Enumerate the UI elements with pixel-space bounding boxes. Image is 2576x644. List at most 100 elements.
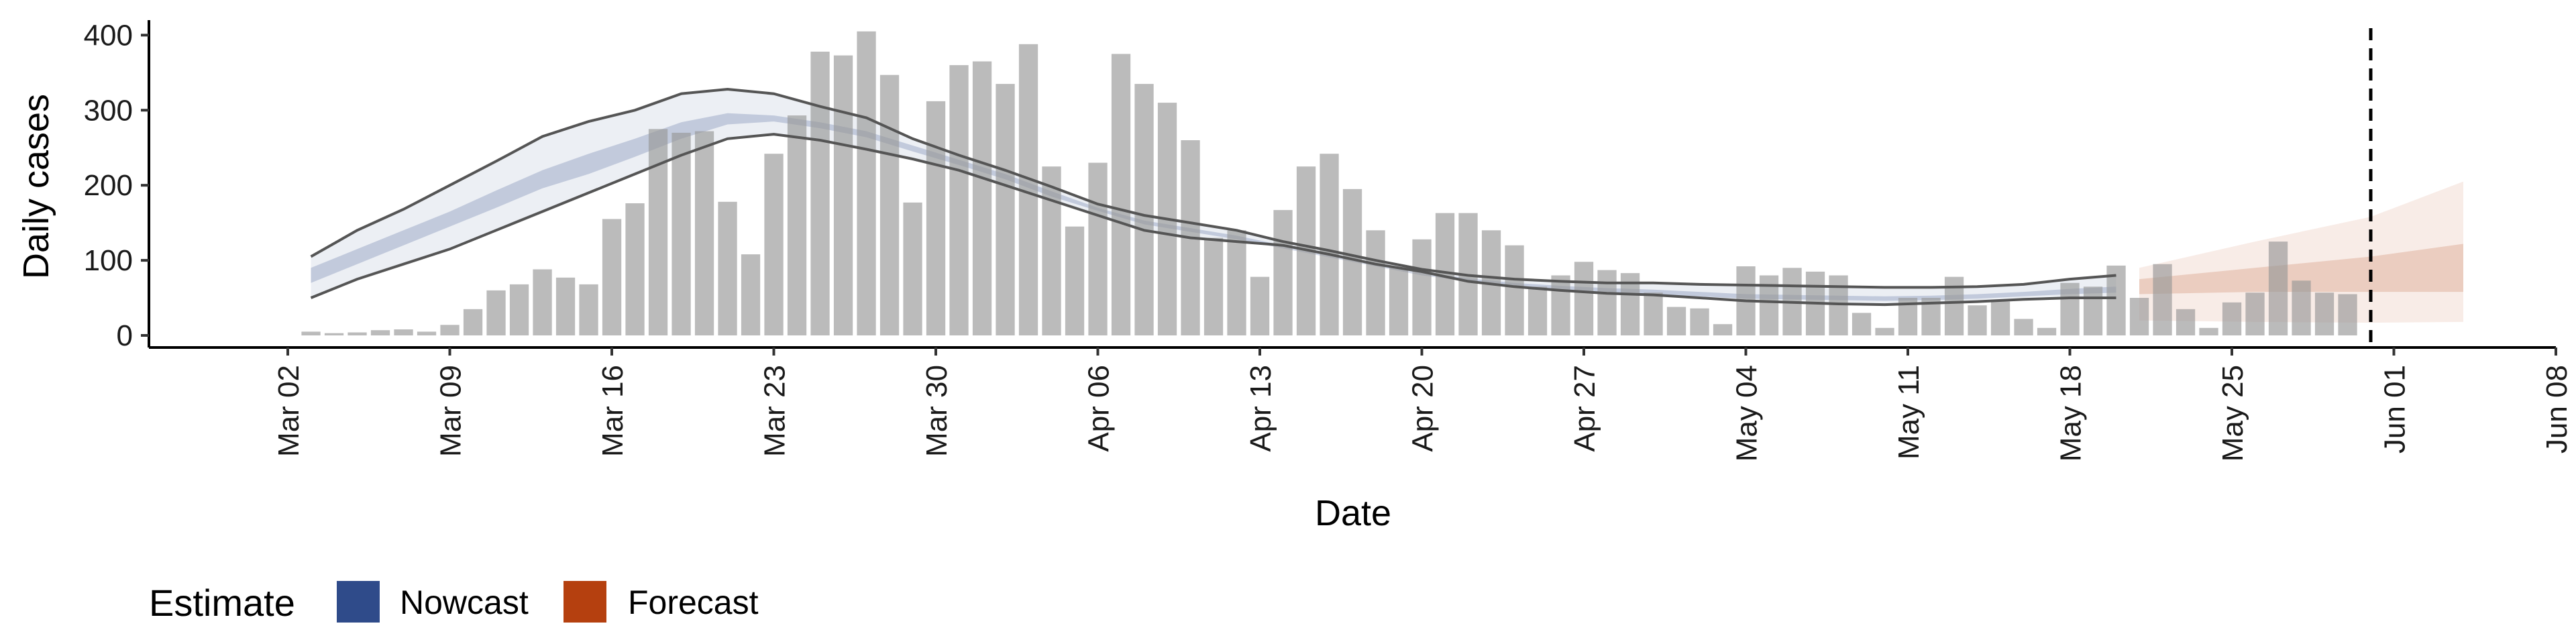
case-bar (1273, 210, 1293, 335)
case-bar (996, 84, 1015, 335)
case-bar (2176, 309, 2196, 335)
x-tick-label: May 18 (2055, 365, 2088, 462)
case-bar (2222, 302, 2242, 335)
y-tick-label: 300 (84, 94, 133, 127)
case-bar (2060, 282, 2080, 335)
case-bar (1527, 286, 1548, 335)
case-bar (1342, 189, 1362, 335)
case-bar (625, 203, 645, 335)
case-bar (440, 325, 460, 335)
x-tick-label: Mar 16 (596, 365, 629, 457)
case-bar (1968, 305, 1987, 335)
case-bar (509, 284, 529, 335)
legend-swatch-forecast (564, 581, 606, 623)
case-bar (602, 219, 622, 335)
case-bar (2292, 280, 2311, 335)
case-bar (1042, 166, 1061, 335)
case-bar (648, 129, 668, 336)
x-tick-label: Apr 20 (1407, 365, 1440, 452)
legend-title: Estimate (149, 582, 295, 624)
case-bar (879, 74, 900, 335)
case-bar (1990, 301, 2010, 335)
case-bar (324, 333, 344, 335)
case-bar (2037, 327, 2057, 335)
y-tick-label: 200 (84, 169, 133, 202)
case-bar (1134, 84, 1154, 335)
forecast-band-50 (2139, 244, 2463, 294)
x-tick-label: Apr 06 (1083, 365, 1116, 452)
x-tick-label: Mar 23 (759, 365, 792, 457)
case-bar (2338, 294, 2357, 335)
y-axis-title: Daily cases (16, 94, 56, 279)
case-bar (1851, 313, 1872, 335)
case-bar (370, 330, 390, 335)
x-tick-label: Mar 09 (435, 365, 468, 457)
legend-label-nowcast: Nowcast (400, 584, 529, 621)
case-bar (2268, 241, 2288, 335)
case-bar (718, 201, 737, 335)
case-bar (1250, 276, 1270, 335)
case-bar (2245, 292, 2265, 335)
nowcast-lower-90-line (310, 133, 2116, 307)
case-bar (972, 61, 992, 335)
case-bar (833, 55, 853, 335)
x-tick-label: May 25 (2216, 365, 2249, 462)
case-bar (533, 269, 552, 335)
case-bar (1690, 308, 1709, 335)
x-tick-label: May 04 (1731, 365, 1764, 462)
case-bar (2083, 286, 2103, 335)
case-bar (1505, 245, 1524, 335)
x-tick-label: Mar 30 (920, 365, 953, 457)
x-tick-label: May 11 (1892, 365, 1925, 460)
case-bar (1713, 324, 1733, 335)
case-bar (555, 277, 576, 335)
case-bar (1088, 162, 1108, 335)
case-bar (1227, 230, 1246, 335)
nowcast-upper-90-line (310, 87, 2116, 289)
case-bar (1389, 268, 1409, 335)
case-bar (764, 154, 784, 335)
case-bar (1597, 270, 1617, 335)
case-bar (694, 131, 714, 335)
case-bar (741, 254, 761, 335)
case-bar (2153, 264, 2172, 335)
case-bar (347, 332, 367, 335)
case-bar (903, 202, 922, 335)
case-bar (394, 329, 413, 335)
legend-swatch-nowcast (337, 581, 380, 623)
nowcast-bound-lines (310, 87, 2116, 307)
case-bar (672, 132, 691, 335)
case-bar (417, 331, 437, 335)
case-bar (1644, 292, 1663, 335)
case-bar (2014, 319, 2033, 335)
case-bar (463, 309, 483, 335)
legend: Estimate Nowcast Forecast (149, 581, 759, 624)
case-bar (1320, 154, 1339, 335)
axes: 0 100 200 300 400 Mar 02 Mar 09 Mar 16 Mar 23 Mar… (84, 19, 2573, 462)
forecast-band-90 (2139, 181, 2463, 323)
estimate-bands (311, 89, 2463, 323)
case-bar (857, 31, 876, 336)
case-bar (1065, 226, 1085, 335)
case-bar (1875, 327, 1894, 335)
case-bar (2199, 327, 2218, 335)
x-tick-label: Apr 13 (1244, 365, 1277, 452)
case-bar (1203, 237, 1224, 335)
case-bar (949, 65, 969, 335)
x-axis-title: Date (1315, 493, 1391, 533)
x-tick-label: Jun 08 (2540, 365, 2573, 453)
case-bar (787, 115, 807, 335)
case-bar (486, 290, 506, 335)
legend-label-forecast: Forecast (628, 584, 759, 621)
case-bar (1551, 275, 1570, 335)
x-tick-label: Apr 27 (1568, 365, 1601, 452)
case-bar (1666, 307, 1686, 335)
case-bar (1366, 230, 1385, 335)
case-bar (1574, 262, 1594, 335)
daily-case-bars (301, 31, 2357, 336)
case-bar (926, 101, 946, 335)
x-tick-label: Mar 02 (272, 365, 305, 457)
case-bar (2314, 292, 2334, 335)
y-tick-label: 400 (84, 19, 133, 52)
